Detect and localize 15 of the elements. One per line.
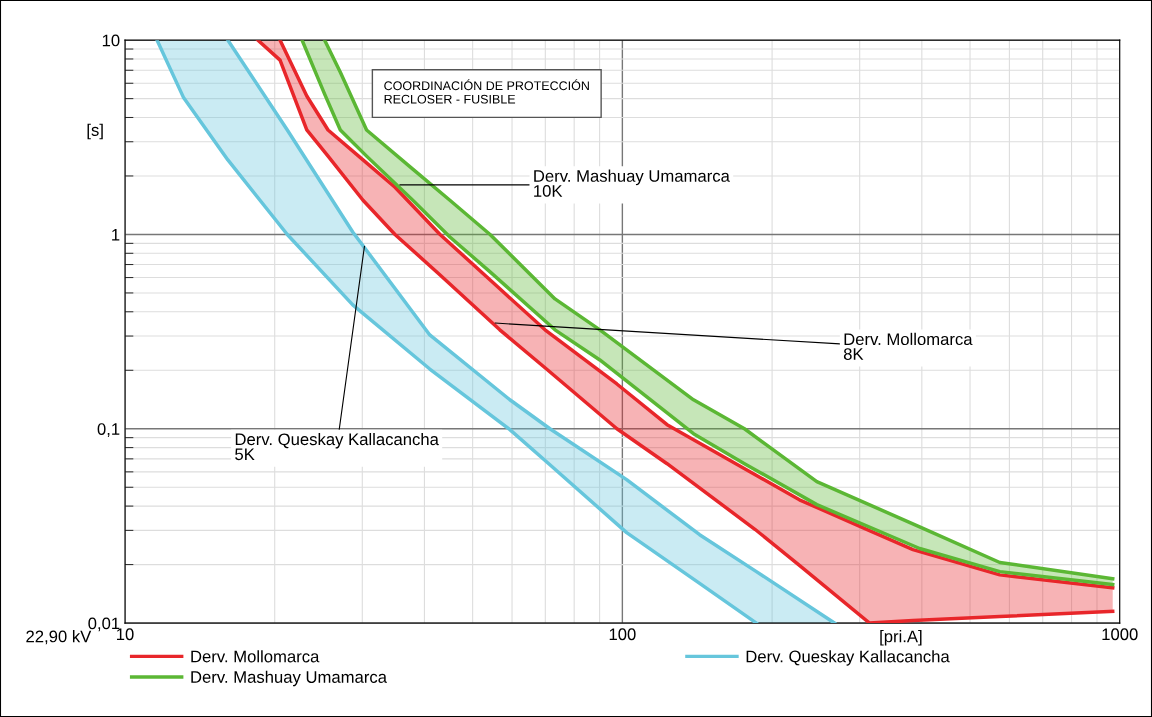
- text: 22,90 kV: [26, 630, 92, 645]
- y-tick-label: 0,1: [97, 423, 120, 437]
- annotation: Derv. Mollomarca 8K: [843, 332, 973, 360]
- y-tick-label: 1: [112, 229, 120, 241]
- y-axis-title: [s]: [87, 123, 103, 140]
- x-tick-label: 1000: [1102, 628, 1138, 641]
- x-axis-title: [pri.A]: [880, 630, 922, 646]
- legend-label: Derv. Mashuay Umamarca: [191, 670, 387, 687]
- annotation: Derv. Mashuay Umamarca 10K: [534, 169, 730, 197]
- legend-label: Derv. Queskay Kallacancha: [746, 650, 950, 666]
- x-tick-label: 100: [609, 628, 636, 641]
- legend-label: Derv. Mollomarca: [191, 650, 320, 663]
- y-tick-label: 10: [102, 34, 120, 47]
- text: COORDINACIÓN DE PROTECCIÓN RECLOSER - FUSIBLE: [384, 79, 589, 104]
- annotation: Derv. Queskay Kallacancha 5K: [235, 432, 439, 461]
